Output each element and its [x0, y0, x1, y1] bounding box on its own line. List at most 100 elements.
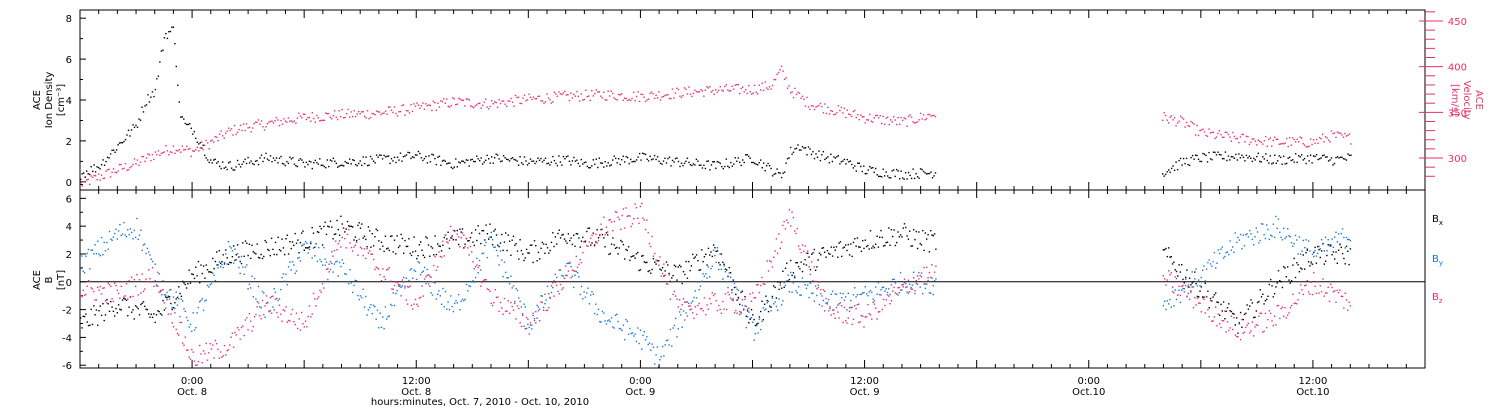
density-point-624	[1238, 153, 1240, 155]
velocity-point-308	[540, 100, 542, 102]
by-point-41	[133, 229, 135, 232]
by-point-124	[242, 266, 244, 268]
bz-point-639	[915, 282, 917, 285]
bz-point-640	[916, 275, 919, 277]
bz-point-24	[111, 298, 113, 300]
bx-point-472	[697, 260, 699, 262]
by-point-306	[480, 269, 482, 271]
density-point-64	[175, 65, 177, 68]
bz-point-690	[1208, 316, 1210, 318]
by-point-33	[123, 221, 125, 224]
velocity-point-665	[1299, 136, 1301, 138]
velocity-point-371	[634, 99, 636, 102]
bz-point-38	[129, 296, 132, 298]
bx-point-186	[323, 225, 325, 228]
by-point-446	[663, 355, 665, 357]
by-point-429	[641, 348, 643, 350]
bz-point-341	[525, 316, 528, 319]
bx-point-643	[920, 244, 923, 246]
by-point-756	[1294, 234, 1297, 237]
by-point-12	[95, 253, 98, 255]
bx-point-774	[1318, 249, 1320, 251]
bx-point-192	[331, 226, 333, 228]
bz-point-438	[652, 255, 655, 257]
bx-point-457	[677, 266, 679, 268]
bx-point-408	[613, 244, 615, 246]
by-point-464	[686, 301, 689, 303]
density-point-609	[1215, 154, 1218, 156]
by-point-563	[816, 294, 818, 297]
bx-point-169	[301, 232, 303, 234]
velocity-point-303	[532, 96, 535, 98]
by-point-286	[454, 302, 456, 304]
bx-point-403	[607, 234, 609, 236]
velocity-point-317	[553, 91, 556, 93]
by-point-774	[1318, 245, 1320, 248]
bx-point-595	[858, 246, 860, 248]
bz-point-239	[392, 288, 394, 291]
bx-point-367	[559, 237, 562, 239]
velocity-point-323	[562, 92, 565, 94]
by-point-698	[1219, 252, 1221, 255]
density-point-363	[622, 155, 624, 157]
velocity-point-603	[1206, 135, 1209, 137]
by-point-447	[664, 344, 666, 346]
bx-point-531	[774, 286, 776, 289]
by-point-187	[324, 258, 326, 260]
density-point-323	[562, 155, 565, 158]
bz-point-170	[302, 323, 304, 325]
bx-point-283	[450, 237, 452, 239]
bz-point-305	[478, 265, 481, 267]
velocity-point-258	[465, 98, 467, 100]
by-point-222	[370, 304, 372, 306]
bz-point-141	[264, 305, 266, 307]
by-point-105	[217, 267, 219, 269]
velocity-point-542	[890, 119, 892, 121]
density-point-620	[1232, 156, 1234, 158]
bz-point-684	[1200, 311, 1202, 313]
density-point-94	[220, 167, 222, 170]
density-point-359	[616, 162, 618, 164]
density-point-453	[757, 164, 759, 166]
velocity-point-377	[643, 96, 645, 98]
density-tick-label-4: 8	[66, 14, 72, 25]
by-point-72	[174, 307, 176, 310]
velocity-point-687	[1332, 132, 1334, 135]
velocity-point-218	[405, 110, 408, 112]
density-point-322	[561, 164, 563, 166]
density-point-627	[1242, 156, 1245, 158]
bz-point-371	[565, 265, 567, 267]
bz-point-439	[654, 252, 656, 255]
by-point-780	[1326, 250, 1328, 252]
by-point-395	[596, 313, 598, 316]
bz-point-443	[659, 256, 661, 258]
by-point-66	[166, 299, 168, 301]
density-point-599	[1200, 160, 1203, 163]
bx-point-391	[591, 242, 593, 244]
velocity-point-519	[855, 116, 857, 119]
bx-point-516	[754, 324, 757, 327]
bx-point-232	[383, 250, 385, 253]
density-point-286	[507, 158, 509, 161]
by-point-390	[590, 294, 592, 296]
bx-point-659	[1168, 247, 1170, 249]
velocity-point-590	[1187, 124, 1189, 127]
bx-point-53	[149, 316, 151, 318]
velocity-point-379	[646, 99, 648, 101]
bz-point-192	[331, 262, 333, 265]
bz-point-755	[1293, 302, 1295, 305]
by-point-523	[763, 309, 766, 311]
velocity-point-352	[606, 99, 608, 101]
bz-point-404	[608, 219, 610, 221]
bx-point-160	[289, 241, 291, 243]
bx-point-370	[563, 238, 566, 240]
velocity-point-343	[592, 95, 594, 97]
density-point-539	[885, 171, 887, 173]
velocity-point-301	[529, 96, 532, 98]
bx-point-89	[196, 275, 198, 277]
velocity-point-135	[281, 123, 284, 125]
by-point-399	[601, 310, 604, 313]
bx-point-288	[456, 229, 458, 232]
bx-point-299	[471, 232, 473, 234]
density-point-675	[1314, 155, 1316, 158]
